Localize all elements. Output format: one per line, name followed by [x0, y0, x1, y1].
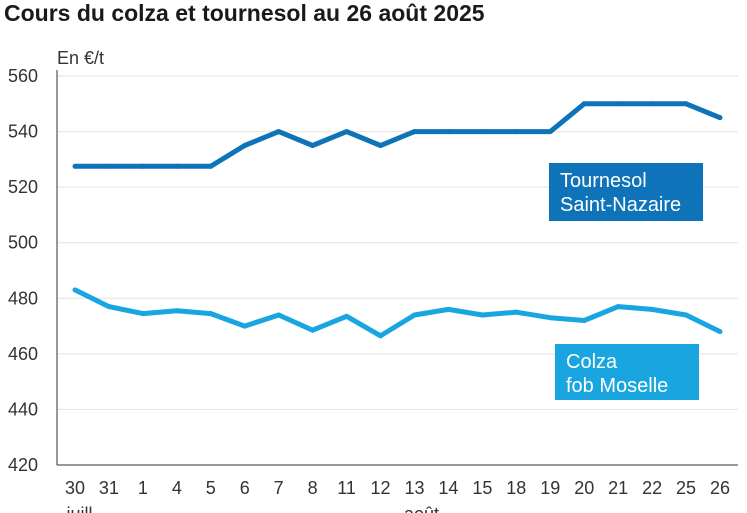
x-tick-label: 12: [371, 478, 391, 498]
data-point: [174, 163, 180, 169]
data-point: [106, 163, 112, 169]
series-line-1: [73, 287, 722, 339]
y-tick-label: 540: [8, 122, 38, 142]
data-point: [513, 309, 519, 315]
data-point: [479, 129, 485, 135]
x-tick-label: 7: [274, 478, 284, 498]
data-point: [72, 287, 78, 293]
x-tick-label: 8: [308, 478, 318, 498]
axes: [56, 70, 738, 466]
series-label: fob Moselle: [566, 375, 668, 397]
data-point: [479, 312, 485, 318]
series-label: Saint-Nazaire: [560, 194, 681, 216]
series-label-box: [555, 344, 699, 400]
data-point: [615, 101, 621, 107]
data-point: [276, 312, 282, 318]
x-tick-label: 11: [337, 478, 356, 498]
x-month-label: juill.: [65, 504, 97, 513]
x-tick-label: 18: [506, 478, 526, 498]
data-point: [615, 304, 621, 310]
x-month-label: août: [404, 504, 439, 513]
data-point: [683, 312, 689, 318]
data-point: [649, 306, 655, 312]
x-tick-labels: 3031145678111213141518192021222526juill.…: [65, 478, 730, 513]
x-tick-label: 14: [438, 478, 458, 498]
y-tick-label: 440: [8, 399, 38, 419]
data-point: [208, 163, 214, 169]
y-tick-label: 520: [8, 177, 38, 197]
data-point: [683, 101, 689, 107]
x-tick-label: 21: [608, 478, 628, 498]
data-point: [72, 163, 78, 169]
y-tick-label: 420: [8, 455, 38, 475]
y-tick-label: 560: [8, 66, 38, 86]
x-tick-label: 22: [642, 478, 662, 498]
series-label: Tournesol: [560, 170, 647, 192]
x-tick-label: 15: [472, 478, 492, 498]
y-tick-label: 460: [8, 344, 38, 364]
x-tick-label: 4: [172, 478, 182, 498]
data-point: [378, 142, 384, 148]
data-point: [174, 308, 180, 314]
chart-title: Cours du colza et tournesol au 26 août 2…: [4, 0, 485, 26]
data-point: [581, 318, 587, 324]
data-point: [344, 313, 350, 319]
x-tick-label: 25: [676, 478, 696, 498]
y-tick-labels: 420 440 460 480 500 520 540 560: [8, 66, 38, 475]
data-point: [310, 142, 316, 148]
x-tick-label: 20: [574, 478, 594, 498]
data-point: [310, 327, 316, 333]
x-tick-label: 31: [99, 478, 119, 498]
unit-label: En €/t: [57, 48, 104, 68]
data-point: [344, 129, 350, 135]
data-point: [547, 129, 553, 135]
x-tick-label: 19: [540, 478, 560, 498]
x-tick-label: 13: [404, 478, 424, 498]
x-tick-label: 5: [206, 478, 216, 498]
data-point: [649, 101, 655, 107]
x-tick-label: 26: [710, 478, 730, 498]
data-point: [242, 323, 248, 329]
data-point: [411, 312, 417, 318]
data-point: [208, 311, 214, 317]
series-label-box: [549, 163, 703, 221]
series-lines: [72, 101, 723, 339]
data-point: [140, 163, 146, 169]
gridlines: [57, 75, 738, 410]
data-point: [717, 329, 723, 335]
y-tick-label: 500: [8, 233, 38, 253]
data-point: [445, 129, 451, 135]
data-point: [378, 333, 384, 339]
data-point: [547, 315, 553, 321]
series-label: Colza: [566, 351, 618, 373]
data-point: [411, 129, 417, 135]
data-point: [445, 306, 451, 312]
series-line-0: [75, 101, 721, 169]
x-tick-label: 1: [138, 478, 148, 498]
y-tick-label: 480: [8, 288, 38, 308]
data-point: [581, 101, 587, 107]
data-point: [717, 115, 723, 121]
data-point: [106, 304, 112, 310]
x-tick-label: 30: [65, 478, 85, 498]
data-point: [140, 311, 146, 317]
data-point: [513, 129, 519, 135]
data-point: [242, 142, 248, 148]
data-point: [276, 129, 282, 135]
x-tick-label: 6: [240, 478, 250, 498]
